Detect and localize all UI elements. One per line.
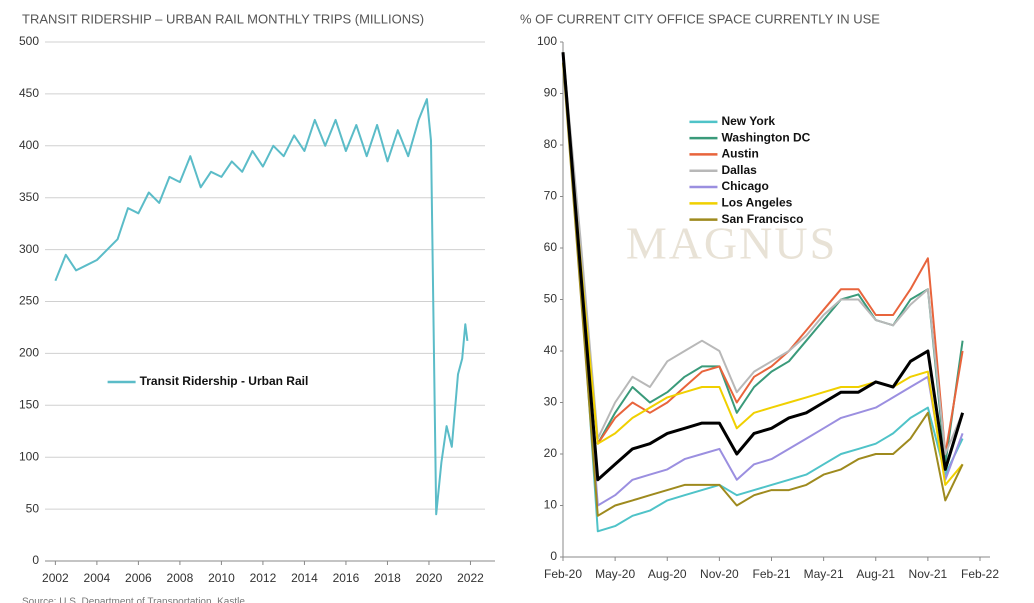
x-tick-label: 2010 xyxy=(208,571,235,585)
y-tick-label: 200 xyxy=(19,346,39,360)
y-tick-label: 250 xyxy=(19,294,39,308)
series-line xyxy=(561,52,965,482)
y-tick-label: 500 xyxy=(19,34,39,48)
x-tick-label: 2020 xyxy=(416,571,443,585)
y-tick-label: 300 xyxy=(19,242,39,256)
y-tick-label: 350 xyxy=(19,190,39,204)
watermark: MAGNUS xyxy=(626,218,837,269)
legend-label: Dallas xyxy=(721,163,757,177)
series-line xyxy=(54,98,469,516)
x-tick-label: May-21 xyxy=(804,567,844,581)
y-tick-label: 0 xyxy=(550,549,557,563)
y-tick-label: 40 xyxy=(544,343,558,357)
x-tick-label: 2012 xyxy=(250,571,277,585)
series-line xyxy=(562,52,964,533)
y-tick-label: 80 xyxy=(544,137,558,151)
x-tick-label: Aug-20 xyxy=(648,567,687,581)
chart-title: TRANSIT RIDERSHIP – URBAN RAIL MONTHLY T… xyxy=(22,11,424,26)
series-line xyxy=(562,62,964,517)
legend-label: Los Angeles xyxy=(721,195,792,209)
source-note: Source: U.S. Department of Transportatio… xyxy=(22,597,245,603)
y-tick-label: 150 xyxy=(19,397,39,411)
x-tick-label: 2016 xyxy=(333,571,360,585)
y-tick-label: 50 xyxy=(544,292,558,306)
series-line xyxy=(562,52,964,455)
y-tick-label: 400 xyxy=(19,138,39,152)
y-tick-label: 10 xyxy=(544,498,558,512)
y-tick-label: 60 xyxy=(544,240,558,254)
x-tick-label: 2004 xyxy=(84,571,111,585)
x-tick-label: 2022 xyxy=(457,571,484,585)
x-tick-label: Feb-21 xyxy=(752,567,790,581)
x-tick-label: Nov-20 xyxy=(700,567,739,581)
legend-label: Chicago xyxy=(721,179,768,193)
y-tick-label: 50 xyxy=(26,501,40,515)
x-tick-label: 2018 xyxy=(374,571,401,585)
legend-label: San Francisco xyxy=(721,212,803,226)
y-tick-label: 100 xyxy=(19,449,39,463)
chart-title: % OF CURRENT CITY OFFICE SPACE CURRENTLY… xyxy=(520,11,880,26)
x-tick-label: Nov-21 xyxy=(909,567,948,581)
legend-label: New York xyxy=(721,114,775,128)
y-tick-label: 90 xyxy=(544,86,558,100)
series-line xyxy=(562,52,964,455)
y-tick-label: 70 xyxy=(544,189,558,203)
series-line xyxy=(562,57,964,507)
x-tick-label: May-20 xyxy=(595,567,635,581)
x-tick-label: 2006 xyxy=(125,571,152,585)
y-tick-label: 20 xyxy=(544,446,558,460)
y-tick-label: 450 xyxy=(19,86,39,100)
x-tick-label: Feb-22 xyxy=(961,567,999,581)
x-tick-label: 2002 xyxy=(42,571,69,585)
legend-label: Transit Ridership - Urban Rail xyxy=(140,374,309,388)
x-tick-label: Feb-20 xyxy=(544,567,582,581)
y-tick-label: 30 xyxy=(544,395,558,409)
x-tick-label: Aug-21 xyxy=(856,567,895,581)
x-tick-label: 2008 xyxy=(167,571,194,585)
y-tick-label: 0 xyxy=(32,553,39,567)
y-tick-label: 100 xyxy=(537,34,557,48)
legend-label: Austin xyxy=(721,147,758,161)
x-tick-label: 2014 xyxy=(291,571,318,585)
legend-label: Washington DC xyxy=(721,130,810,144)
